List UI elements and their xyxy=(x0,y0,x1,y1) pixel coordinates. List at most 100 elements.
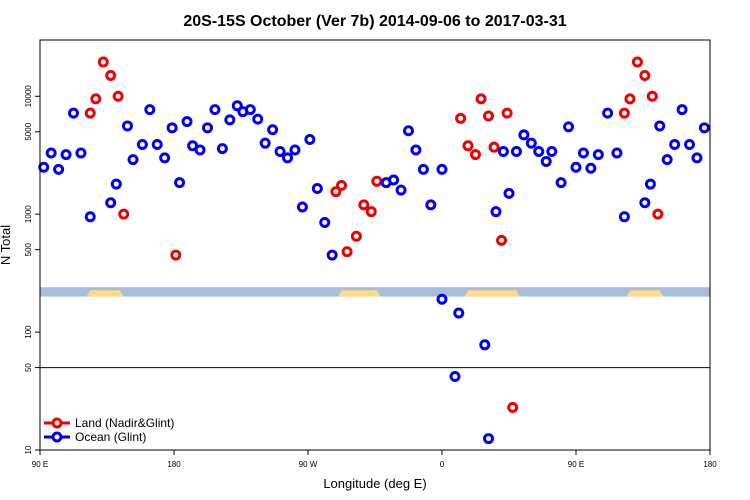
land-segment xyxy=(86,290,124,297)
data-point xyxy=(202,122,213,134)
legend-label: Ocean (Glint) xyxy=(75,430,146,444)
data-point xyxy=(38,161,50,173)
series-ocean xyxy=(38,100,710,445)
data-point xyxy=(661,154,673,166)
data-point xyxy=(350,230,362,242)
data-point xyxy=(483,433,495,445)
data-point xyxy=(631,56,643,68)
plot-frame xyxy=(39,39,711,451)
data-point xyxy=(267,124,279,136)
data-point xyxy=(618,107,630,119)
y-tick-label: 500 xyxy=(24,242,33,256)
data-point xyxy=(151,138,163,150)
data-point xyxy=(296,201,308,213)
data-point xyxy=(259,137,271,149)
data-point xyxy=(112,90,124,102)
data-point xyxy=(326,249,338,261)
data-point xyxy=(75,147,87,159)
y-tick-label: 10 xyxy=(24,445,33,454)
data-point xyxy=(68,107,79,119)
data-point xyxy=(639,197,651,209)
data-point xyxy=(388,174,400,186)
data-point xyxy=(555,177,567,189)
data-point xyxy=(570,161,582,173)
data-point xyxy=(60,149,72,161)
data-point xyxy=(510,146,522,158)
x-tick-label: 90 E xyxy=(32,460,48,469)
data-point xyxy=(105,69,117,81)
data-point xyxy=(654,120,666,132)
data-point xyxy=(698,122,710,134)
data-point xyxy=(410,144,422,156)
data-point xyxy=(144,104,156,116)
data-point xyxy=(436,163,448,175)
data-point xyxy=(490,206,502,218)
data-point xyxy=(90,93,102,105)
data-point xyxy=(194,144,206,156)
data-point xyxy=(652,208,664,220)
chart-title: 20S-15S October (Ver 7b) 2014-09-06 to 2… xyxy=(183,13,566,30)
data-point xyxy=(371,175,383,187)
data-point xyxy=(470,149,481,161)
data-point xyxy=(231,100,243,112)
data-point xyxy=(691,152,703,164)
data-point xyxy=(84,211,96,223)
data-point xyxy=(676,104,688,116)
data-point xyxy=(483,110,495,122)
data-point xyxy=(105,197,117,209)
y-axis: 10 50 100 500 1000 5000 10000 xyxy=(24,85,40,454)
data-point xyxy=(453,307,465,319)
data-point xyxy=(166,122,178,134)
data-point xyxy=(311,183,323,195)
data-point xyxy=(45,147,57,159)
data-point xyxy=(209,104,221,116)
y-axis-label: N Total xyxy=(0,225,13,265)
x-axis: 90 E 180 90 W 0 90 E 180 xyxy=(32,450,717,469)
data-point xyxy=(216,143,228,155)
data-point xyxy=(611,147,623,159)
data-point xyxy=(336,180,347,192)
data-point xyxy=(462,140,474,152)
x-tick-label: 90 E xyxy=(568,460,584,469)
data-point xyxy=(170,249,182,261)
data-point xyxy=(118,208,130,220)
x-tick-label: 180 xyxy=(167,460,181,469)
data-point xyxy=(127,154,139,166)
y-tick-label: 100 xyxy=(24,325,33,339)
x-tick-label: 90 W xyxy=(299,460,318,469)
data-point xyxy=(159,152,171,164)
data-point xyxy=(224,114,236,126)
x-tick-label: 180 xyxy=(703,460,717,469)
data-point xyxy=(244,104,256,116)
data-point xyxy=(540,155,552,167)
x-axis-label: Longitude (deg E) xyxy=(323,476,426,491)
data-point xyxy=(501,107,513,119)
legend-marker xyxy=(51,417,63,429)
data-point xyxy=(252,113,264,125)
data-point xyxy=(97,56,109,68)
data-point xyxy=(585,162,597,174)
data-point xyxy=(479,339,491,351)
data-point xyxy=(592,149,604,161)
data-point xyxy=(330,186,342,198)
data-point xyxy=(174,177,186,189)
data-point xyxy=(646,90,658,102)
data-point xyxy=(475,93,487,105)
data-point xyxy=(533,146,545,158)
data-point xyxy=(496,234,508,246)
data-point xyxy=(436,293,448,305)
land-segment xyxy=(337,290,381,297)
legend-marker xyxy=(51,431,63,443)
data-point xyxy=(684,138,696,150)
data-point xyxy=(503,187,515,199)
x-tick-label: 0 xyxy=(440,460,445,469)
data-point xyxy=(282,152,294,164)
data-points xyxy=(38,56,710,445)
data-point xyxy=(639,69,651,81)
data-point xyxy=(577,147,589,159)
data-point xyxy=(341,246,353,258)
y-tick-label: 5000 xyxy=(24,122,33,140)
land-segment xyxy=(626,290,664,297)
data-point xyxy=(546,146,558,158)
data-point xyxy=(84,107,96,119)
